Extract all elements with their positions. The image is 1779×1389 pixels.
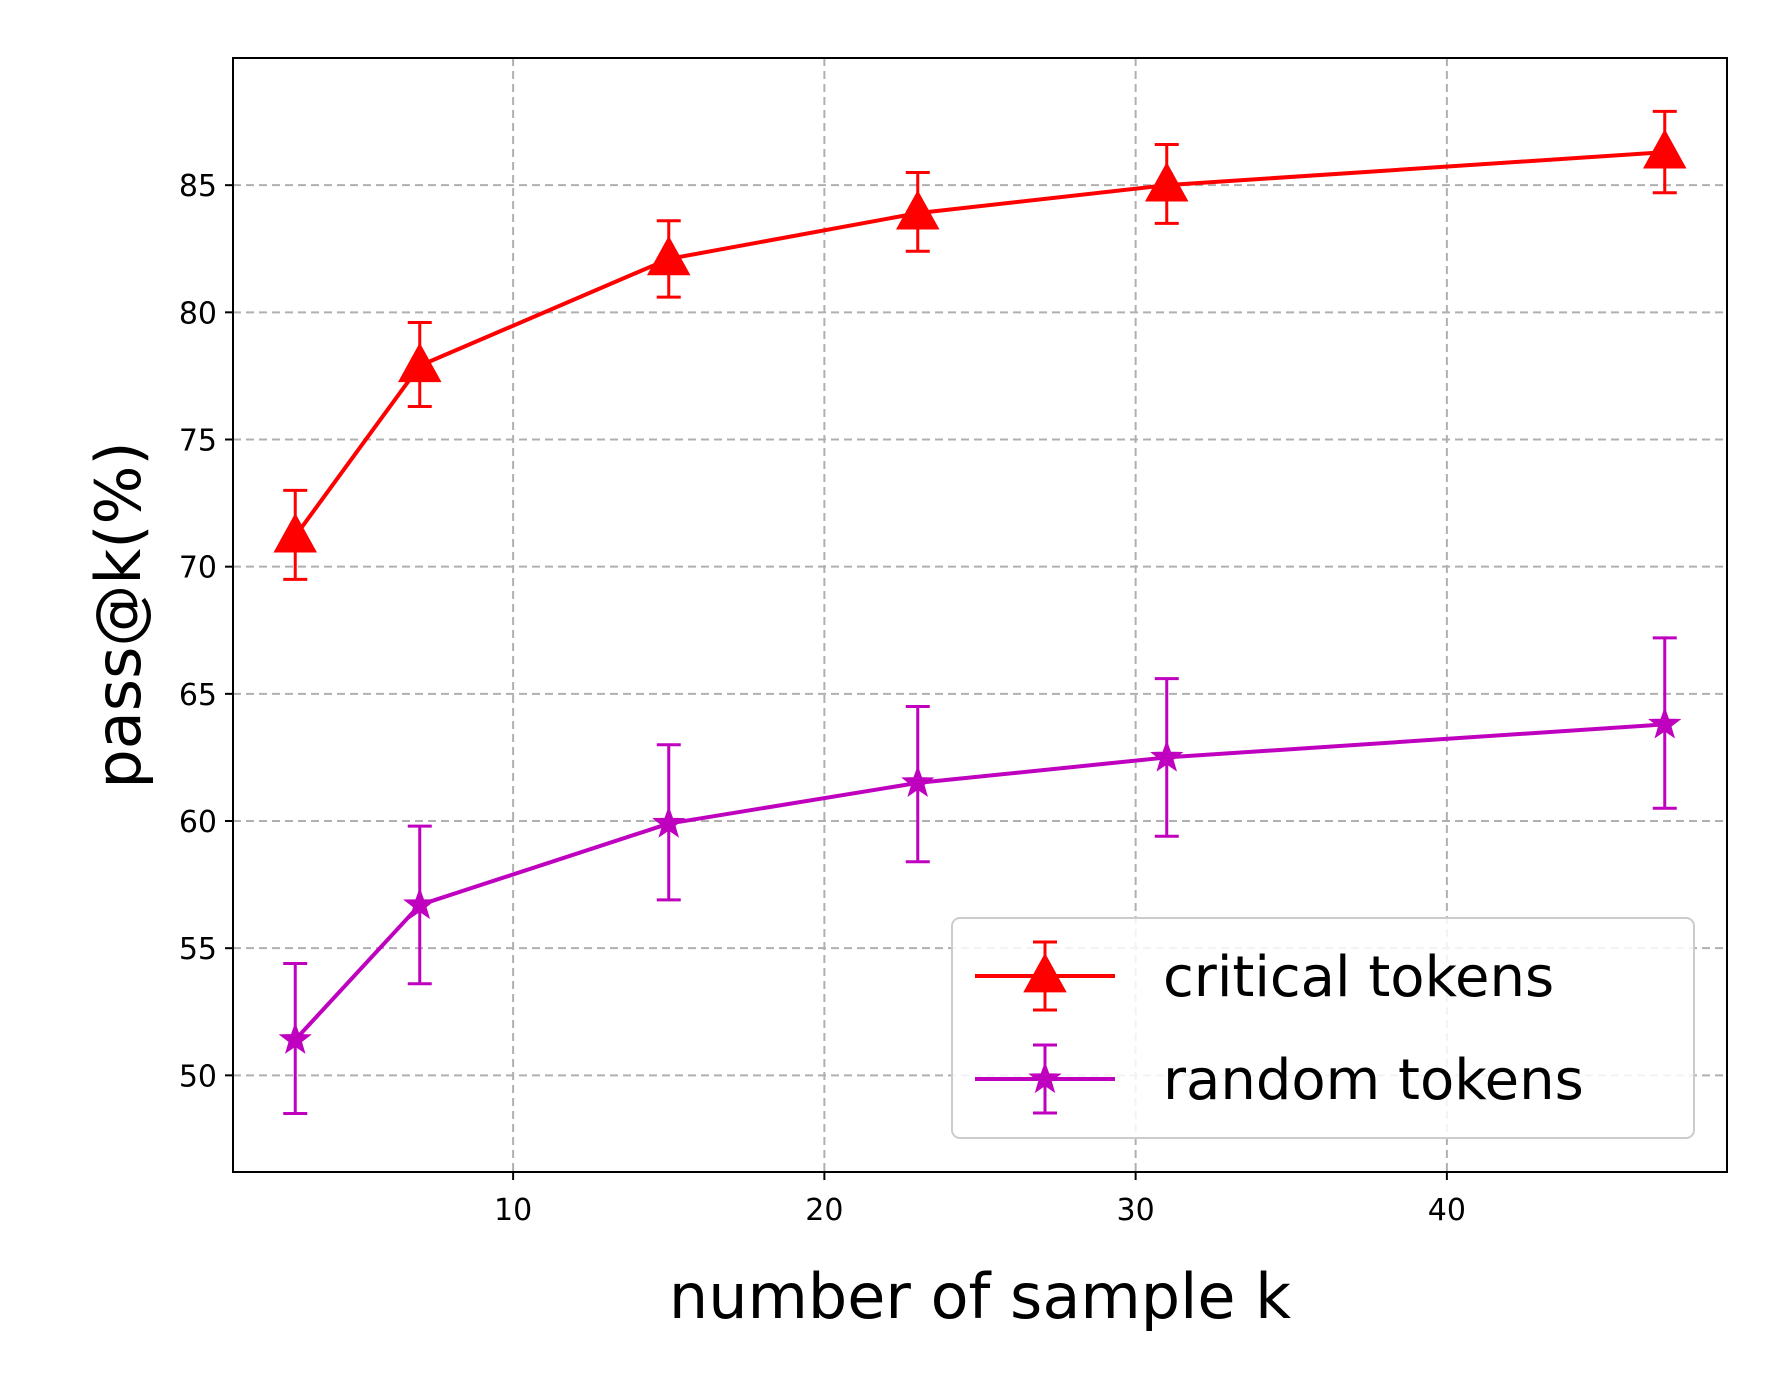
x-tick-label: 40 xyxy=(1428,1193,1466,1228)
data-point xyxy=(1643,129,1687,169)
legend-marker xyxy=(1023,952,1067,993)
y-tick-label: 80 xyxy=(179,296,217,331)
legend-box xyxy=(951,917,1695,1139)
legend: critical tokens random tokens xyxy=(951,917,1695,1139)
data-point xyxy=(896,190,940,230)
y-tick-label: 55 xyxy=(179,932,217,967)
legend-label: critical tokens xyxy=(1163,945,1554,1010)
data-point xyxy=(647,235,691,276)
data-point xyxy=(273,513,317,553)
series-line xyxy=(293,722,1665,1042)
y-tick-label: 65 xyxy=(179,678,217,713)
x-tick-label: 20 xyxy=(805,1193,843,1228)
data-point xyxy=(652,806,686,838)
data-point xyxy=(1150,739,1184,772)
y-tick-label: 70 xyxy=(179,551,217,586)
y-tick-label: 60 xyxy=(179,805,217,840)
data-point xyxy=(398,342,442,383)
legend-marker xyxy=(1028,1061,1062,1094)
plot-frame xyxy=(232,57,1728,1173)
ticks: 10 20 30 40 50 55 60 65 70 75 80 85 xyxy=(179,169,1466,1228)
y-tick-label: 85 xyxy=(179,169,217,204)
x-tick-label: 30 xyxy=(1117,1193,1155,1228)
series-1 xyxy=(273,109,1687,581)
y-tick-label: 50 xyxy=(179,1059,217,1094)
x-axis-title: number of sample k xyxy=(669,1260,1291,1333)
data-point xyxy=(278,1022,312,1054)
data-point xyxy=(1648,706,1682,739)
data-point xyxy=(403,887,437,920)
series-2 xyxy=(278,636,1682,1116)
data-point xyxy=(901,765,935,798)
legend-label: random tokens xyxy=(1163,1048,1584,1113)
data-point xyxy=(1145,162,1189,202)
y-tick-label: 75 xyxy=(179,424,217,459)
series-layer xyxy=(273,109,1687,1116)
y-axis-title: pass@k(%) xyxy=(82,441,155,788)
x-tick-label: 10 xyxy=(494,1193,532,1228)
series-line xyxy=(293,150,1665,538)
